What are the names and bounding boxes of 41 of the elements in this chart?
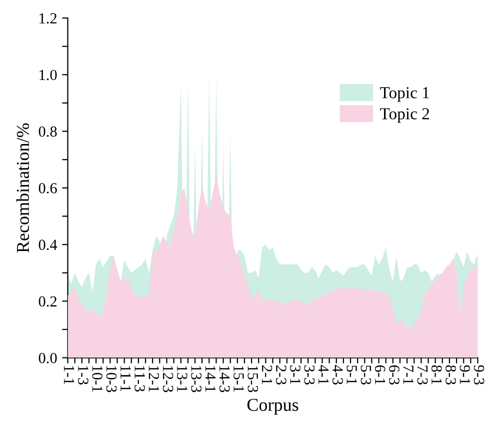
legend-label: Topic 2 [380, 108, 430, 123]
x-tick-label: 14-1 [205, 366, 216, 392]
y-tick-label: 1.0 [40, 70, 57, 80]
x-tick-label: 8-3 [446, 365, 456, 384]
x-tick-label: 8-1 [432, 365, 442, 384]
x-tick-label: 10-3 [106, 366, 117, 392]
x-tick-label: 2-3 [276, 365, 286, 384]
x-tick-label: 12-1 [148, 366, 160, 392]
x-tick-label: 13-3 [191, 366, 202, 392]
x-tick-label: 9-1 [460, 365, 470, 384]
x-tick-label: 15-3 [248, 366, 258, 392]
y-tick-label: 0.6 [38, 183, 57, 194]
y-axis-title: Recombination/% [16, 123, 30, 253]
x-tick-label: 5-3 [360, 366, 372, 384]
x-tick-label: 3-3 [304, 365, 315, 384]
x-tick-label: 14-3 [219, 366, 230, 392]
x-tick-label: 3-1 [290, 365, 300, 384]
x-tick-label: 6-3 [389, 365, 400, 384]
x-tick-label: 11-1 [120, 366, 131, 392]
y-tick-label: 0.2 [38, 296, 56, 307]
legend-label: Topic 1 [380, 87, 429, 102]
x-tick-label: 7-1 [403, 366, 414, 384]
y-tick-label: 0.8 [38, 126, 57, 137]
x-tick-label: 15-1 [234, 366, 244, 392]
x-tick-label: 2-1 [262, 365, 272, 384]
x-tick-label: 7-3 [417, 366, 428, 384]
y-tick-label: 1.2 [40, 13, 56, 24]
x-axis-title: Corpus [247, 398, 298, 415]
x-tick-label: 5-1 [346, 366, 357, 384]
x-tick-label: 11-3 [134, 366, 145, 392]
x-tick-label: 4-3 [332, 365, 343, 384]
x-tick-label: 4-1 [318, 365, 329, 384]
x-tick-label: 10-1 [92, 366, 103, 392]
y-tick-label: 0.0 [38, 352, 57, 364]
x-tick-label: 12-3 [162, 366, 174, 392]
x-tick-label: 1-3 [78, 366, 88, 384]
x-tick-label: 13-1 [177, 366, 188, 392]
x-tick-label: 1-1 [64, 366, 74, 384]
y-tick-label: 0.4 [38, 240, 58, 250]
x-tick-label: 6-1 [374, 365, 386, 384]
x-tick-label: 9-3 [474, 365, 484, 384]
